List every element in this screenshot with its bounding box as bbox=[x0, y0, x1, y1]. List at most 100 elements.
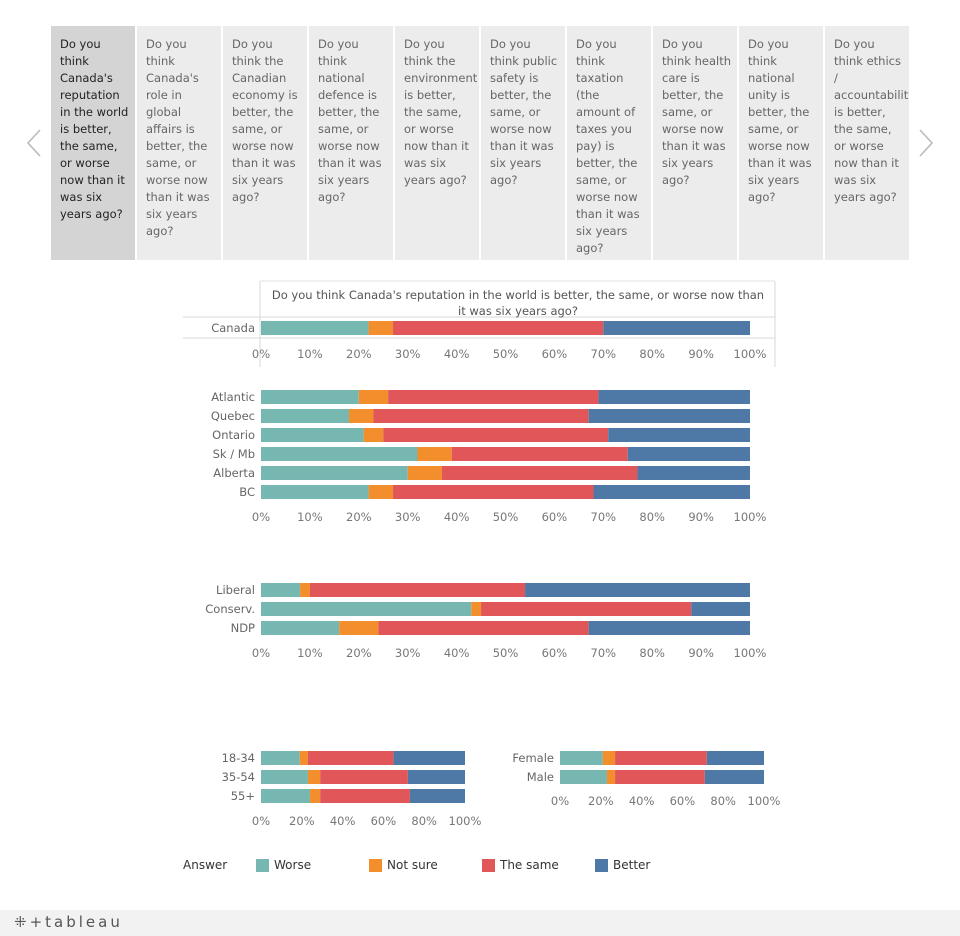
tick-label: 100% bbox=[734, 510, 767, 524]
tick-label: 90% bbox=[688, 646, 714, 660]
category-label: Alberta bbox=[213, 466, 255, 480]
tick-label: 60% bbox=[670, 794, 696, 808]
tick-label: 80% bbox=[639, 510, 665, 524]
bar-segment-worse bbox=[261, 466, 408, 480]
tick-label: 0% bbox=[252, 347, 270, 361]
category-label: Male bbox=[527, 770, 554, 784]
category-label: BC bbox=[239, 485, 255, 499]
tick-label: 40% bbox=[444, 510, 470, 524]
legend-title: Answer bbox=[183, 858, 228, 872]
bar-segment-better bbox=[691, 602, 750, 616]
tick-label: 30% bbox=[395, 510, 421, 524]
bar-segment-the-same bbox=[373, 409, 589, 423]
next-arrow-icon[interactable] bbox=[918, 128, 934, 158]
bar-segment-not-sure bbox=[363, 428, 384, 442]
tick-label: 100% bbox=[748, 794, 781, 808]
bar-segment-the-same bbox=[388, 390, 599, 404]
bar-segment-the-same bbox=[383, 428, 609, 442]
tab-question-6[interactable]: Do you think public safety is better, th… bbox=[481, 26, 565, 260]
bar-segment-not-sure bbox=[606, 770, 616, 784]
tick-label: 70% bbox=[591, 510, 617, 524]
tab-question-9[interactable]: Do you think national unity is better, t… bbox=[739, 26, 823, 260]
bar-segment-not-sure bbox=[307, 770, 321, 784]
bar-segment-the-same bbox=[320, 789, 410, 803]
tick-label: 20% bbox=[346, 347, 372, 361]
bar-segment-the-same bbox=[393, 485, 594, 499]
chart-title: Do you think Canada's reputation in the … bbox=[272, 288, 764, 302]
bar-segment-not-sure bbox=[368, 321, 394, 335]
bar-segment-not-sure bbox=[358, 390, 389, 404]
bar-segment-worse bbox=[261, 321, 369, 335]
tab-question-4[interactable]: Do you think national defence is better,… bbox=[309, 26, 393, 260]
tick-label: 50% bbox=[493, 510, 519, 524]
bar-segment-not-sure bbox=[417, 447, 452, 461]
bar-segment-better bbox=[603, 321, 750, 335]
bar-segment-worse bbox=[261, 428, 364, 442]
bar-segment-better bbox=[706, 751, 764, 765]
tab-question-10[interactable]: Do you think ethics / accountability is … bbox=[825, 26, 909, 260]
bar-segment-not-sure bbox=[407, 466, 442, 480]
category-label: Liberal bbox=[216, 583, 255, 597]
legend-item[interactable]: The same bbox=[482, 858, 595, 872]
tableau-logo[interactable]: ⁜+tableau bbox=[14, 913, 123, 931]
tick-label: 10% bbox=[297, 646, 323, 660]
tab-question-8[interactable]: Do you think health care is better, the … bbox=[653, 26, 737, 260]
bar-segment-worse bbox=[261, 390, 359, 404]
bar-segment-not-sure bbox=[299, 751, 308, 765]
category-label: NDP bbox=[231, 621, 255, 635]
tick-label: 40% bbox=[444, 347, 470, 361]
category-label: Conserv. bbox=[205, 602, 255, 616]
tick-label: 90% bbox=[688, 347, 714, 361]
tick-label: 100% bbox=[734, 646, 767, 660]
legend-label: Not sure bbox=[387, 858, 438, 872]
category-label: Sk / Mb bbox=[213, 447, 255, 461]
legend-label: The same bbox=[500, 858, 559, 872]
bar-segment-better bbox=[627, 447, 750, 461]
bar-segment-better bbox=[407, 770, 465, 784]
tab-question-1[interactable]: Do you think Canada's reputation in the … bbox=[51, 26, 135, 260]
tick-label: 10% bbox=[297, 510, 323, 524]
bar-segment-worse bbox=[261, 447, 418, 461]
tick-label: 100% bbox=[734, 347, 767, 361]
bar-segment-the-same bbox=[378, 621, 589, 635]
legend-label: Better bbox=[613, 858, 651, 872]
bar-segment-worse bbox=[560, 770, 607, 784]
bar-segment-not-sure bbox=[339, 621, 379, 635]
legend-item[interactable]: Worse bbox=[256, 858, 369, 872]
bar-segment-the-same bbox=[615, 751, 707, 765]
tab-question-5[interactable]: Do you think the environment is better, … bbox=[395, 26, 479, 260]
tick-label: 80% bbox=[639, 347, 665, 361]
bar-segment-worse bbox=[261, 409, 350, 423]
tick-label: 20% bbox=[588, 794, 614, 808]
bar-segment-better bbox=[598, 390, 750, 404]
bar-segment-better bbox=[637, 466, 750, 480]
tick-label: 70% bbox=[591, 646, 617, 660]
bar-segment-better bbox=[393, 751, 465, 765]
stacked-bar-charts: Do you think Canada's reputation in the … bbox=[183, 280, 781, 828]
tab-question-3[interactable]: Do you think the Canadian economy is bet… bbox=[223, 26, 307, 260]
category-label: 18-34 bbox=[222, 751, 255, 765]
tab-question-2[interactable]: Do you think Canada's role in global aff… bbox=[137, 26, 221, 260]
legend: Answer Worse Not sure The same Better bbox=[183, 858, 675, 872]
category-label: Ontario bbox=[212, 428, 255, 442]
legend-item[interactable]: Better bbox=[595, 858, 675, 872]
previous-arrow-icon[interactable] bbox=[26, 128, 42, 158]
chart-title: it was six years ago? bbox=[458, 304, 578, 318]
bar-segment-better bbox=[525, 583, 750, 597]
legend-swatch bbox=[256, 858, 269, 872]
legend-item[interactable]: Not sure bbox=[369, 858, 482, 872]
legend-swatch bbox=[595, 858, 608, 872]
tick-label: 30% bbox=[395, 646, 421, 660]
tick-label: 20% bbox=[346, 510, 372, 524]
bar-segment-better bbox=[593, 485, 750, 499]
bar-segment-not-sure bbox=[471, 602, 482, 616]
legend-swatch bbox=[482, 858, 495, 872]
tick-label: 0% bbox=[252, 814, 270, 828]
bar-segment-worse bbox=[560, 751, 603, 765]
tick-label: 0% bbox=[252, 510, 270, 524]
tick-label: 90% bbox=[688, 510, 714, 524]
tab-question-7[interactable]: Do you think taxation (the amount of tax… bbox=[567, 26, 651, 260]
bar-segment-not-sure bbox=[349, 409, 374, 423]
tick-label: 60% bbox=[542, 347, 568, 361]
bar-segment-worse bbox=[261, 789, 310, 803]
